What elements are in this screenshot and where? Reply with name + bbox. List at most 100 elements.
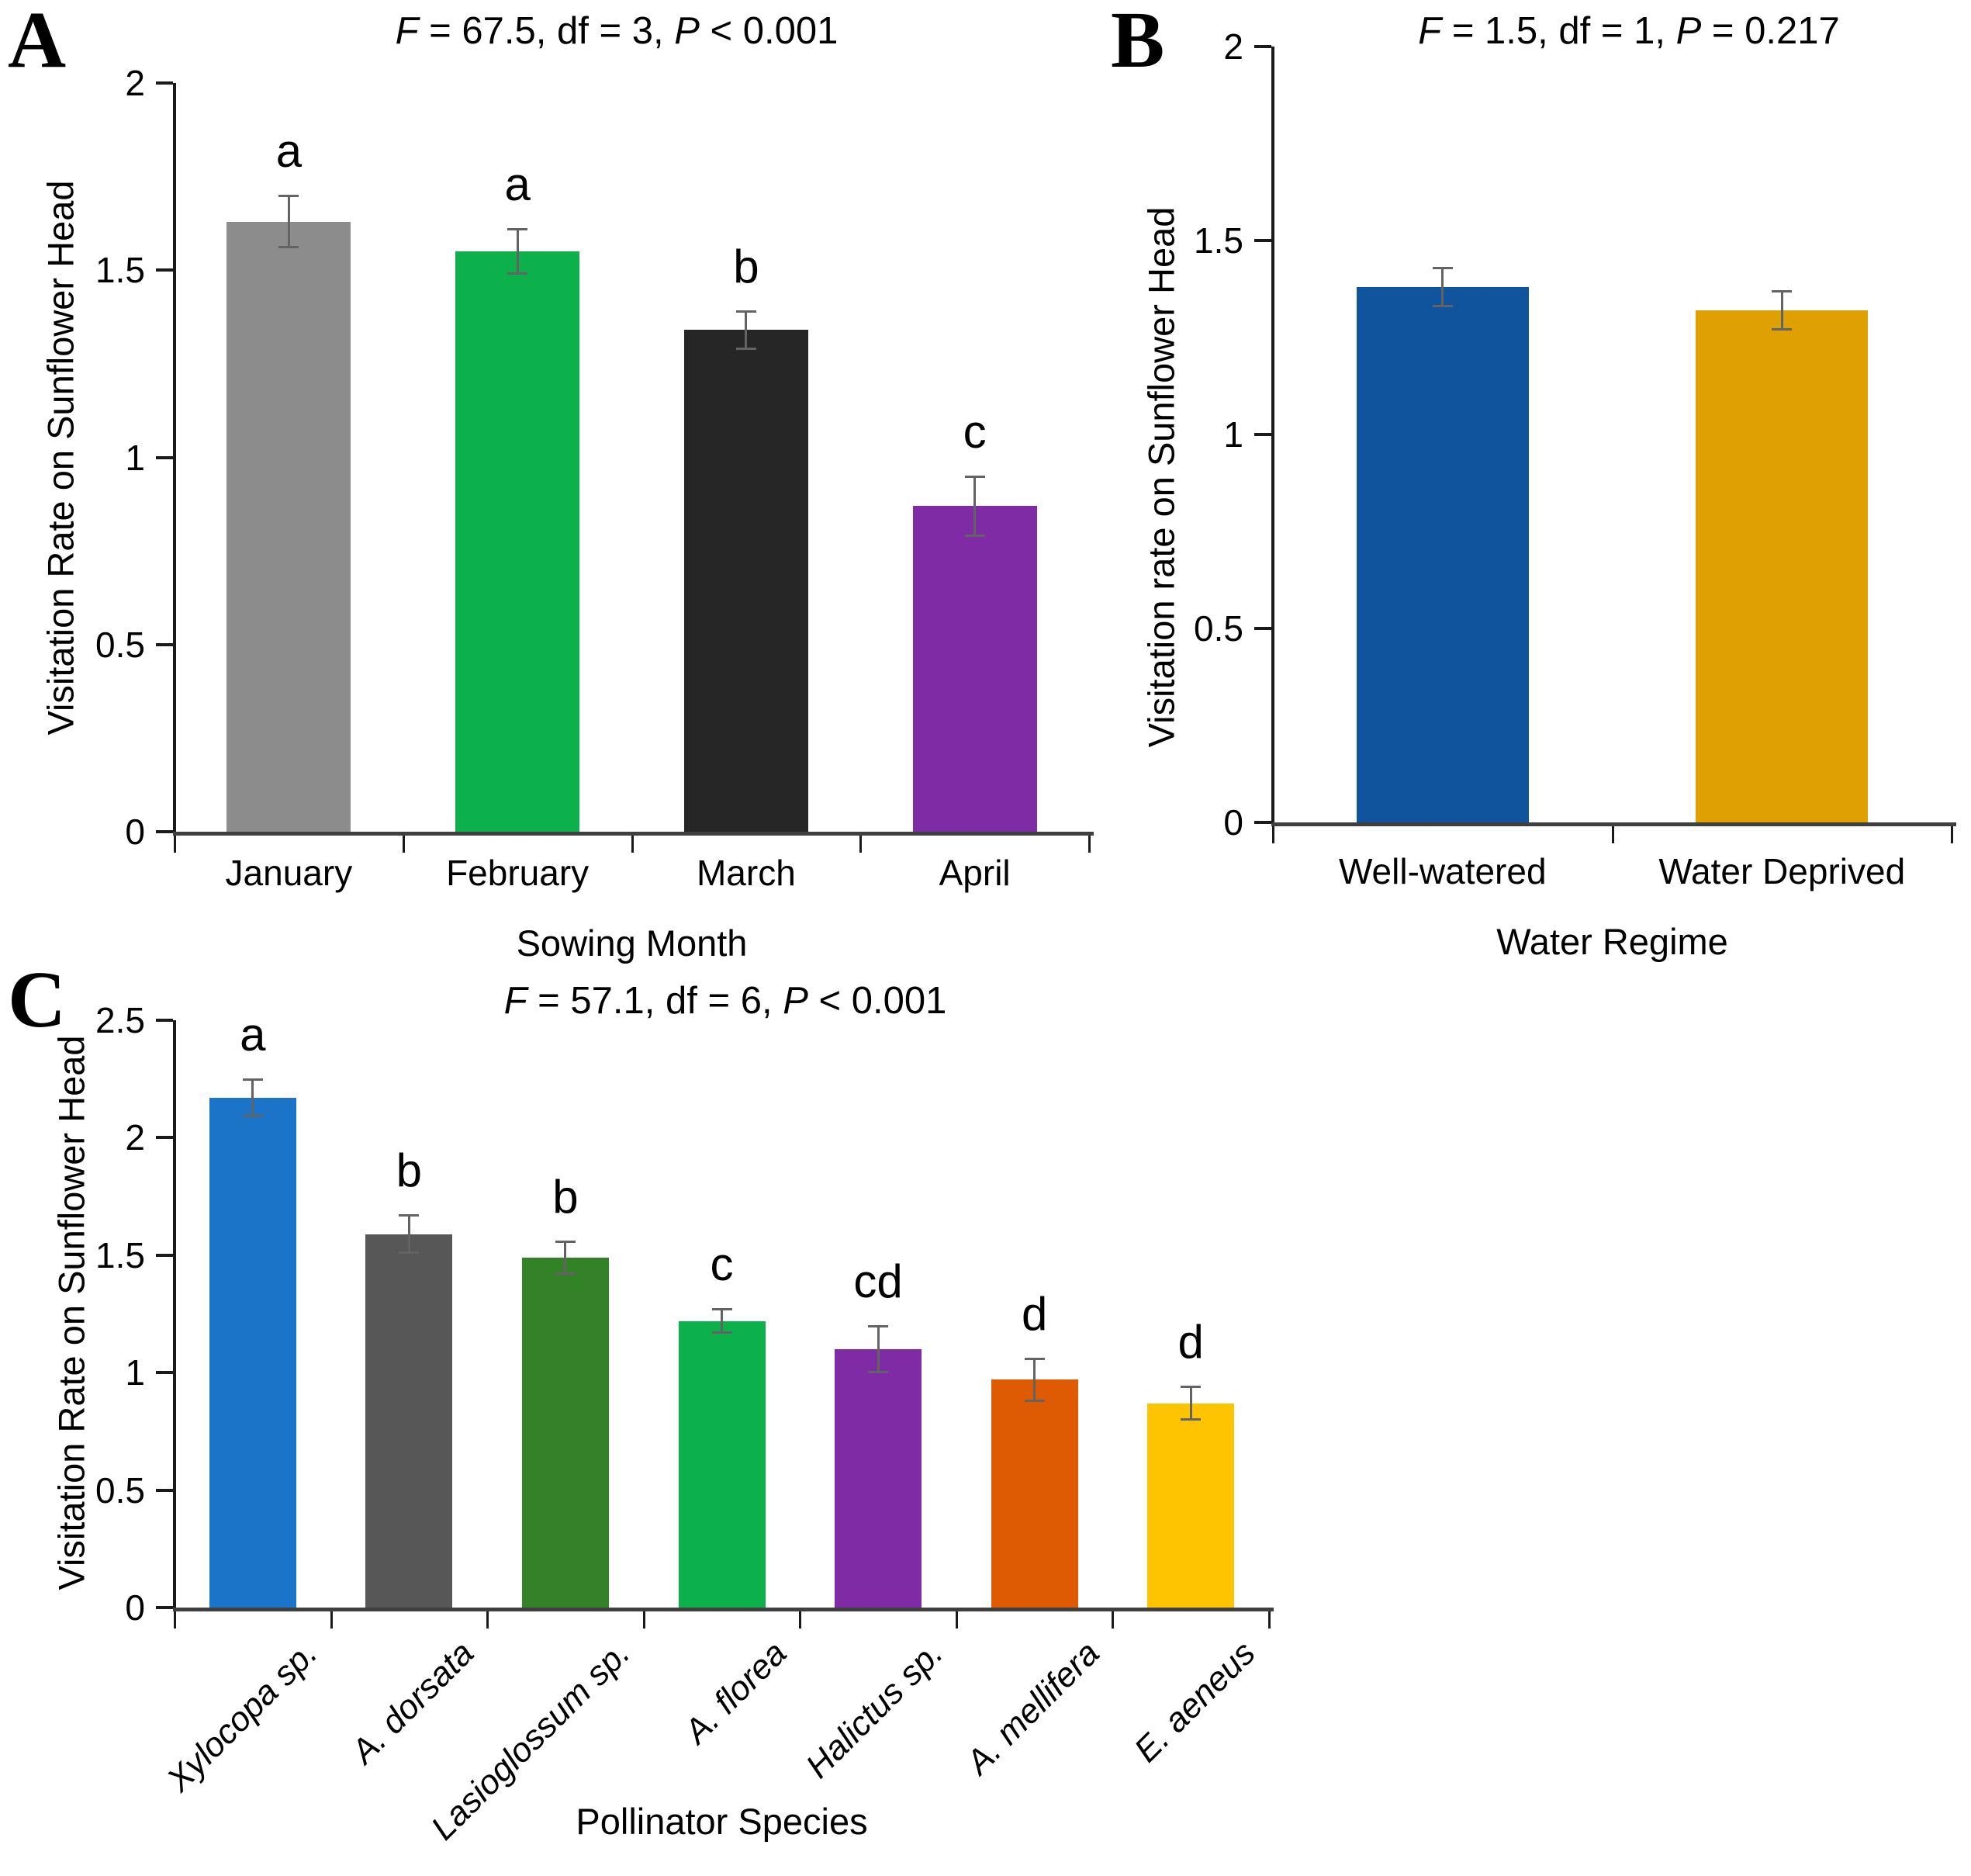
error-bar-cap-bottom xyxy=(1432,305,1453,307)
y-axis-title: Visitation Rate on Sunflower Head xyxy=(40,180,81,736)
x-tick xyxy=(174,1611,176,1629)
stats-title-part: = 1.5, df = 1, xyxy=(1441,10,1676,52)
y-tick xyxy=(156,1253,173,1257)
y-tick-label: 0 xyxy=(1223,802,1243,843)
x-axis-title: Sowing Month xyxy=(516,922,748,964)
x-tick xyxy=(1272,826,1274,843)
stats-title-italic-part: P xyxy=(783,980,808,1022)
error-bar-cap-top xyxy=(242,1078,263,1081)
stats-title-italic-part: P xyxy=(674,10,700,52)
y-axis-line xyxy=(173,83,176,835)
error-bar-cap-bottom xyxy=(964,534,985,537)
error-bar-cap-top xyxy=(1772,290,1793,292)
bar-halictus-sp xyxy=(835,1348,922,1608)
x-tick-label-a-florea: A. florea xyxy=(676,1634,794,1751)
error-bar-line-a-florea xyxy=(721,1309,723,1333)
panel-letter-a: A xyxy=(8,0,67,85)
x-tick-label-well-watered: Well-watered xyxy=(1338,851,1547,891)
error-bar-cap-bottom xyxy=(555,1272,576,1275)
x-tick-label-march: March xyxy=(696,853,796,893)
y-tick-label: 2 xyxy=(1223,26,1243,67)
y-axis-line xyxy=(173,1020,176,1611)
sig-letter-a-dorsata: b xyxy=(396,1144,423,1197)
x-tick xyxy=(1951,826,1953,843)
error-bar-line-a-mellifera xyxy=(1033,1359,1036,1401)
x-axis-title: Water Regime xyxy=(1496,921,1728,962)
sig-letter-lasioglossum-sp: b xyxy=(552,1170,579,1223)
error-bar-line-march xyxy=(745,311,748,349)
x-tick-label-halictus-sp: Halictus sp. xyxy=(798,1634,950,1786)
stats-title: F = 1.5, df = 1, P = 0.217 xyxy=(1418,9,1839,53)
bar-xylocopa-sp xyxy=(209,1097,296,1608)
y-tick xyxy=(156,81,173,85)
bar-a-florea xyxy=(678,1320,766,1608)
error-bar-cap-bottom xyxy=(735,347,756,350)
error-bar-cap-top xyxy=(278,194,299,197)
x-tick xyxy=(174,836,176,853)
bar-well-watered xyxy=(1356,287,1529,822)
x-tick xyxy=(642,1611,645,1629)
error-bar-line-april xyxy=(973,476,977,536)
x-tick-label-february: February xyxy=(446,853,590,893)
error-bar-cap-top xyxy=(868,1324,889,1327)
error-bar-line-february xyxy=(516,229,519,275)
error-bar-cap-top xyxy=(399,1214,420,1217)
y-tick xyxy=(156,830,173,833)
y-tick-label: 0.5 xyxy=(95,624,145,665)
error-bar-cap-top xyxy=(507,228,528,231)
x-tick-label-january: January xyxy=(225,853,353,893)
error-bar-cap-top xyxy=(735,310,756,313)
stats-title-part: < 0.001 xyxy=(807,980,947,1022)
sig-letter-february: a xyxy=(504,158,531,211)
y-tick-label: 0.5 xyxy=(95,1469,145,1511)
stats-title-part: = 57.1, df = 6, xyxy=(527,980,783,1022)
x-tick xyxy=(799,1611,802,1629)
stats-title-part: = 67.5, df = 3, xyxy=(418,10,675,52)
sig-letter-a-mellifera: d xyxy=(1021,1288,1048,1341)
y-tick-label: 0.5 xyxy=(1194,608,1243,649)
x-axis-line xyxy=(173,1608,1274,1611)
stats-title-italic-part: F xyxy=(395,10,419,52)
x-tick-label-a-mellifera: A. mellifera xyxy=(959,1634,1107,1782)
y-tick xyxy=(1254,239,1271,242)
x-tick xyxy=(486,1611,489,1629)
error-bar-line-halictus-sp xyxy=(877,1325,880,1373)
error-bar-line-january xyxy=(287,195,290,248)
y-tick xyxy=(156,1488,173,1492)
bar-water-deprived xyxy=(1696,310,1869,822)
error-bar-line-a-dorsata xyxy=(407,1215,410,1253)
error-bar-cap-bottom xyxy=(711,1331,732,1334)
error-bar-cap-bottom xyxy=(507,272,528,275)
bar-january xyxy=(226,221,351,832)
error-bar-cap-top xyxy=(1024,1358,1045,1361)
y-tick-label: 2.5 xyxy=(95,1000,145,1040)
error-bar-cap-bottom xyxy=(278,246,299,249)
error-bar-line-e-aeneus xyxy=(1189,1386,1192,1420)
y-axis-title: Visitation rate on Sunflower Head xyxy=(1140,206,1182,748)
y-tick xyxy=(156,268,173,272)
x-tick-label-a-dorsata: A. dorsata xyxy=(344,1634,482,1771)
error-bar-cap-top xyxy=(555,1240,576,1243)
y-tick xyxy=(156,1606,173,1609)
sig-letter-halictus-sp: cd xyxy=(853,1255,903,1307)
stats-title-part: < 0.001 xyxy=(699,10,839,52)
x-tick xyxy=(330,1611,333,1629)
sig-letter-a-florea: c xyxy=(710,1238,734,1291)
y-tick-label: 1 xyxy=(125,437,145,478)
error-bar-cap-bottom xyxy=(1772,328,1793,331)
y-tick xyxy=(1254,433,1271,436)
error-bar-cap-top xyxy=(964,475,985,478)
sig-letter-e-aeneus: d xyxy=(1177,1316,1204,1369)
x-tick xyxy=(631,836,634,853)
y-tick-label: 1.5 xyxy=(95,1234,145,1275)
error-bar-cap-bottom xyxy=(399,1251,420,1254)
x-tick-label-water-deprived: Water Deprived xyxy=(1658,851,1906,891)
error-bar-cap-top xyxy=(711,1308,732,1311)
x-tick xyxy=(859,836,863,853)
y-tick-label: 0 xyxy=(125,812,145,852)
stats-title-italic-part: P xyxy=(1675,10,1702,52)
y-tick xyxy=(156,642,173,646)
x-axis-line xyxy=(1271,822,1956,826)
error-bar-cap-top xyxy=(1181,1386,1202,1389)
